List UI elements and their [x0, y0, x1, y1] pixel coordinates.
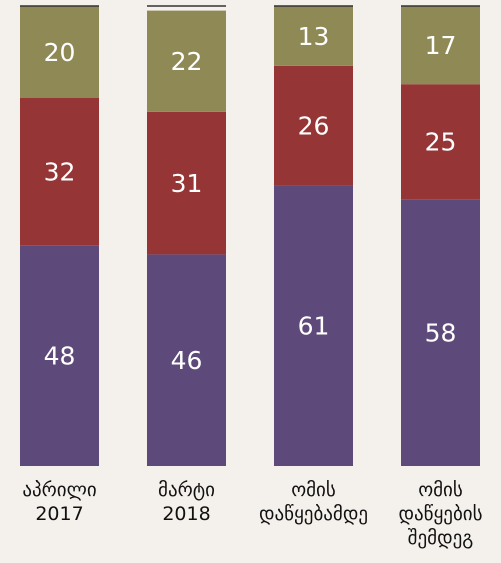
- bar-segment: [20, 245, 99, 466]
- bar-segment: [147, 111, 226, 255]
- bar-segment: [401, 199, 480, 466]
- bar-segment: [401, 84, 480, 200]
- data-label: 31: [171, 169, 203, 198]
- data-label: 61: [298, 312, 330, 341]
- bar-segment: [147, 254, 226, 466]
- data-label: 48: [44, 342, 76, 371]
- x-tick-label: მარტი 2018: [158, 479, 215, 525]
- data-label: 46: [171, 346, 203, 375]
- x-tick-label: ომის დაწყებამდე: [258, 479, 369, 525]
- x-tick-label: ომის დაწყების შემდეგ: [398, 479, 483, 549]
- bar-segment: [274, 65, 353, 186]
- data-label: 25: [425, 128, 457, 157]
- bar-segment: [274, 6, 353, 66]
- bar-segment: [401, 6, 480, 85]
- x-tick-label: აპრილი 2017: [22, 479, 97, 525]
- data-label: 22: [171, 47, 203, 76]
- data-label: 58: [425, 319, 457, 348]
- bar-segment: [147, 10, 226, 112]
- data-label: 32: [44, 158, 76, 187]
- data-label: 13: [298, 22, 330, 51]
- data-label: 26: [298, 112, 330, 141]
- plot: 48 32 20 46 31 22 61 26 13 58 25 17: [20, 5, 480, 466]
- bar-segment: [20, 98, 99, 246]
- bar-segment: [20, 6, 99, 98]
- data-label: 20: [44, 38, 76, 67]
- data-label: 17: [425, 31, 457, 60]
- bar-segment: [274, 185, 353, 466]
